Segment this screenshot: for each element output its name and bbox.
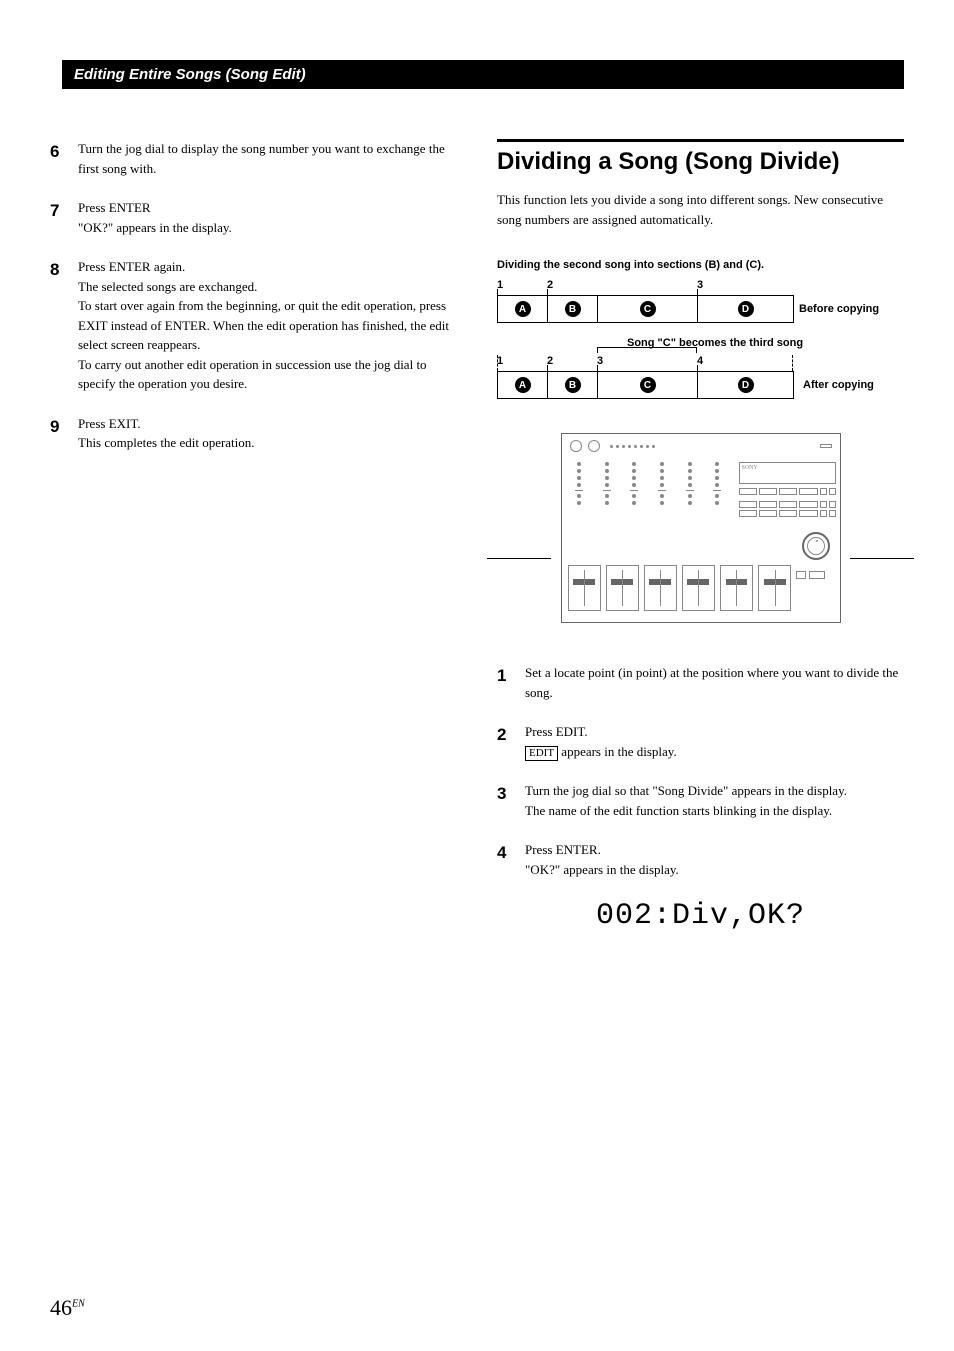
before-label: Before copying bbox=[799, 303, 899, 315]
segment-d: D bbox=[738, 377, 754, 393]
edit-indicator: EDIT bbox=[525, 746, 558, 761]
step-text: Set a locate point (in point) at the pos… bbox=[525, 663, 904, 702]
step-6: 6 Turn the jog dial to display the song … bbox=[50, 139, 457, 178]
segment-d: D bbox=[738, 301, 754, 317]
step-1: 1 Set a locate point (in point) at the p… bbox=[497, 663, 904, 702]
step-2: 2 Press EDIT. EDIT appears in the displa… bbox=[497, 722, 904, 761]
segment-b: B bbox=[565, 377, 581, 393]
step-number: 9 bbox=[50, 414, 78, 453]
step-number: 2 bbox=[497, 722, 525, 761]
step-number: 6 bbox=[50, 139, 78, 178]
step-number: 4 bbox=[497, 840, 525, 879]
section-header: Editing Entire Songs (Song Edit) bbox=[62, 60, 904, 89]
segment-b: B bbox=[565, 301, 581, 317]
right-column: Dividing a Song (Song Divide) This funct… bbox=[497, 139, 904, 933]
page-number: 46EN bbox=[50, 1295, 85, 1321]
step-number: 1 bbox=[497, 663, 525, 702]
step-7: 7 Press ENTER"OK?" appears in the displa… bbox=[50, 198, 457, 237]
step-9: 9 Press EXIT.This completes the edit ope… bbox=[50, 414, 457, 453]
step-4: 4 Press ENTER."OK?" appears in the displ… bbox=[497, 840, 904, 879]
step-text: Press ENTER."OK?" appears in the display… bbox=[525, 840, 904, 879]
step-text: Press EXIT.This completes the edit opera… bbox=[78, 414, 457, 453]
step-text: Press EDIT. EDIT appears in the display. bbox=[525, 722, 904, 761]
knob-icon bbox=[588, 440, 600, 452]
step-text: Press ENTER"OK?" appears in the display. bbox=[78, 198, 457, 237]
left-column: 6 Turn the jog dial to display the song … bbox=[50, 139, 457, 933]
step-number: 7 bbox=[50, 198, 78, 237]
step-text: Turn the jog dial to display the song nu… bbox=[78, 139, 457, 178]
step-3: 3 Turn the jog dial so that "Song Divide… bbox=[497, 781, 904, 820]
step-text: Turn the jog dial so that "Song Divide" … bbox=[525, 781, 904, 820]
segment-a: A bbox=[515, 377, 531, 393]
step-text: Press ENTER again.The selected songs are… bbox=[78, 257, 457, 394]
after-label: After copying bbox=[803, 379, 903, 391]
segment-a: A bbox=[515, 301, 531, 317]
diagram-caption: Dividing the second song into sections (… bbox=[497, 259, 904, 271]
segment-c: C bbox=[640, 377, 656, 393]
segment-c: C bbox=[640, 301, 656, 317]
before-after-diagram: 1 2 3 A B C D Before copying Song "C" b bbox=[497, 279, 904, 403]
jog-dial-icon bbox=[802, 532, 830, 560]
device-screen: SONY bbox=[739, 462, 836, 484]
device-illustration: SONY bbox=[561, 433, 841, 623]
main-title: Dividing a Song (Song Divide) bbox=[497, 139, 904, 176]
intro-text: This function lets you divide a song int… bbox=[497, 190, 904, 229]
step-number: 3 bbox=[497, 781, 525, 820]
diagram-note: Song "C" becomes the third song bbox=[627, 337, 803, 349]
step-number: 8 bbox=[50, 257, 78, 394]
slot-icon bbox=[820, 444, 832, 448]
step-8: 8 Press ENTER again.The selected songs a… bbox=[50, 257, 457, 394]
lcd-display: 002:Div,OK? bbox=[497, 899, 904, 933]
knob-icon bbox=[570, 440, 582, 452]
